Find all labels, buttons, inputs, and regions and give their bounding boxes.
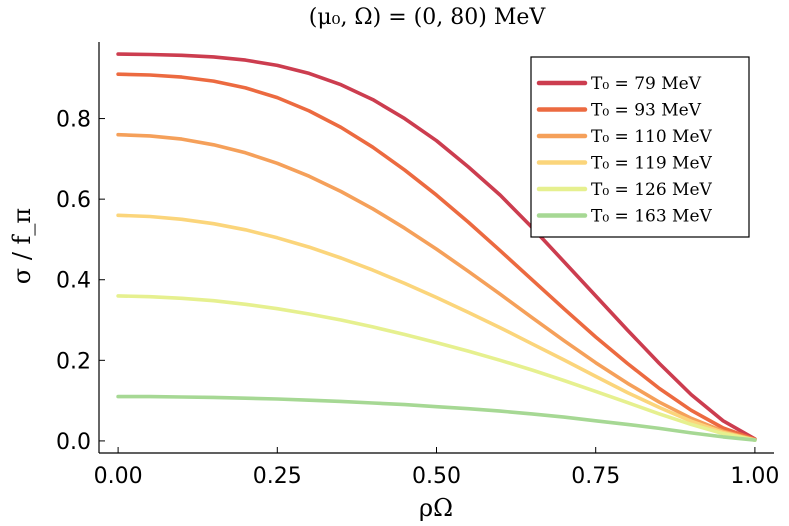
x-tick-label: 0.50 — [412, 464, 461, 489]
y-axis-label: σ / f_π — [8, 208, 36, 284]
series-line — [116, 72, 757, 442]
legend-label: T₀ = 119 MeV — [591, 154, 713, 174]
legend: T₀ = 79 MeV T₀ = 93 MeV T₀ = 110 MeV T₀ = 1… — [530, 56, 750, 238]
x-axis-label: ρΩ — [419, 494, 453, 522]
series-line — [116, 132, 757, 442]
chart-title: (μ₀, Ω) = (0, 80) MeV — [309, 5, 547, 30]
x-axis-ticks: 0.00 0.25 0.50 0.75 1.00 — [94, 447, 779, 489]
x-tick-label: 0.75 — [571, 464, 620, 489]
y-axis-ticks: 0.0 0.2 0.4 0.6 0.8 — [56, 108, 105, 455]
legend-label: T₀ = 126 MeV — [591, 180, 713, 200]
series-line — [116, 394, 757, 442]
legend-label: T₀ = 93 MeV — [591, 101, 702, 121]
series-lines — [116, 52, 757, 442]
legend-box — [530, 56, 750, 238]
legend-label: T₀ = 79 MeV — [591, 74, 702, 94]
legend-label: T₀ = 163 MeV — [591, 207, 713, 227]
y-tick-label: 0.4 — [56, 269, 91, 294]
x-tick-label: 1.00 — [730, 464, 779, 489]
x-tick-label: 0.00 — [94, 464, 143, 489]
y-tick-label: 0.2 — [56, 349, 91, 374]
y-tick-label: 0.0 — [56, 430, 91, 455]
series-line — [116, 213, 757, 442]
legend-label: T₀ = 110 MeV — [591, 127, 713, 147]
series-line — [116, 294, 757, 442]
x-tick-label: 0.25 — [253, 464, 302, 489]
y-tick-label: 0.6 — [56, 188, 91, 213]
series-line — [116, 52, 757, 441]
y-tick-label: 0.8 — [56, 108, 91, 133]
